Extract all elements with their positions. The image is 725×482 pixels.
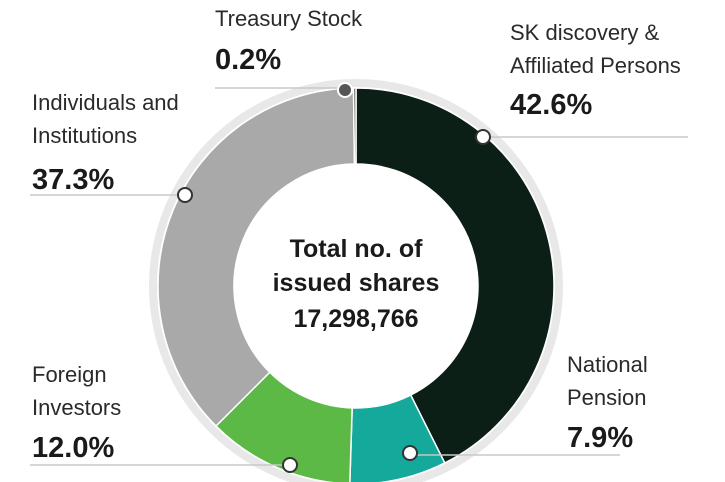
label-name: Treasury Stock xyxy=(215,6,363,31)
segments xyxy=(157,87,555,482)
label-value: 37.3% xyxy=(32,164,115,196)
outer-ring xyxy=(149,79,563,482)
leader-dot xyxy=(475,129,491,145)
label-value: 42.6% xyxy=(510,89,593,121)
donut-segment xyxy=(157,87,356,428)
center-label: Total no. of issued shares xyxy=(272,235,440,297)
label-name: SK discovery & Affiliated Persons xyxy=(510,20,681,78)
label-value: 7.9% xyxy=(567,422,634,454)
donut-segment xyxy=(355,87,555,464)
label-value: 0.2% xyxy=(215,44,282,76)
leader-dot xyxy=(282,457,298,473)
donut-segment xyxy=(352,87,357,165)
leader-dot xyxy=(402,445,418,461)
leaders xyxy=(30,82,688,473)
label-name: Foreign Investors xyxy=(32,362,122,420)
label-name: Individuals and Institutions xyxy=(32,90,179,148)
center-value: 17,298,766 xyxy=(293,305,419,333)
leader-dot xyxy=(177,187,193,203)
donut-segment xyxy=(349,394,446,482)
leader-dot xyxy=(337,82,353,98)
label-name: National Pension xyxy=(567,352,648,410)
label-value: 12.0% xyxy=(32,432,115,464)
